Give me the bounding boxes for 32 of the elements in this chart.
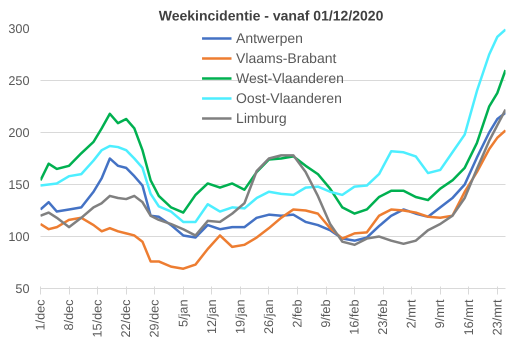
- x-tick-label: 16/mrt: [462, 299, 476, 336]
- y-tick-label: 300: [8, 22, 30, 36]
- y-tick-label: 250: [8, 74, 30, 88]
- chart-title: Weekincidentie - vanaf 01/12/2020: [158, 8, 384, 24]
- x-tick-label: 9/mrt: [433, 299, 448, 328]
- x-tick-label: 2/feb: [290, 299, 304, 328]
- x-tick-label: 8/dec: [62, 299, 76, 330]
- x-tick-label: 9/feb: [319, 299, 334, 328]
- legend-label: Antwerpen: [236, 30, 303, 46]
- y-tick-label: 50: [15, 282, 30, 296]
- legend-label: Vlaams-Brabant: [236, 50, 336, 66]
- x-tick-label: 2/mrt: [404, 299, 419, 328]
- x-tick-label: 1/dec: [34, 299, 48, 330]
- x-tick-label: 29/dec: [148, 300, 162, 338]
- y-tick-label: 100: [8, 230, 30, 244]
- legend-label: West-Vlaanderen: [236, 70, 344, 86]
- y-tick-label: 200: [8, 126, 30, 140]
- x-tick-label: 26/jan: [262, 300, 276, 334]
- x-tick-label: 23/feb: [376, 299, 390, 335]
- x-tick-label: 5/jan: [176, 299, 190, 327]
- x-tick-label: 23/mrt: [490, 299, 504, 336]
- x-tick-label: 15/dec: [90, 300, 105, 338]
- y-tick-label: 150: [8, 178, 30, 192]
- line-series: [40, 68, 506, 215]
- x-tick-label: 12/jan: [204, 300, 219, 334]
- x-tick-label: 22/dec: [119, 300, 134, 338]
- line-series: [40, 28, 506, 224]
- x-tick-label: 16/feb: [348, 299, 362, 335]
- line-series: [40, 129, 506, 270]
- legend-label: Oost-Vlaanderen: [236, 90, 342, 106]
- legend-label: Limburg: [236, 110, 287, 126]
- x-tick-label: 19/jan: [233, 300, 248, 334]
